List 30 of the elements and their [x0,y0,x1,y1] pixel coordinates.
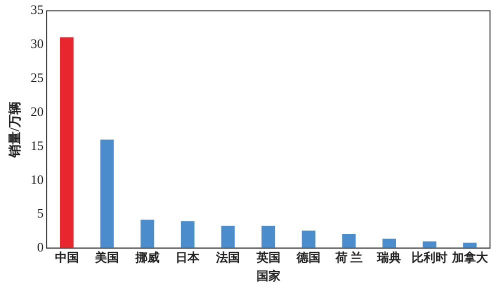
bar [382,238,396,248]
bar [262,226,276,248]
bar [302,230,316,248]
x-tick-label: 美国 [94,250,120,264]
x-tick-label: 加拿大 [450,250,489,264]
bar [342,234,356,248]
y-tick-label: 35 [30,2,44,18]
x-axis-title: 国家 [256,268,280,283]
x-tick-label: 中国 [54,250,79,264]
x-tick-label: 荷 兰 [334,250,362,264]
x-tick-label: 德国 [296,250,321,264]
bar [60,37,74,248]
y-tick-label: 15 [30,138,44,153]
bar [100,140,114,248]
x-tick-label: 比利时 [412,250,448,264]
x-tick-label: 挪威 [134,250,160,264]
bar [221,226,235,248]
y-tick-label: 10 [30,172,44,187]
x-tick-label: 英国 [255,250,280,264]
y-tick-label: 20 [30,104,44,119]
x-tick-label: 日本 [176,250,201,264]
y-tick-label: 0 [37,240,44,255]
y-axis-title: 销量/万辆 [7,102,22,158]
bar [180,221,194,248]
y-tick-label: 25 [30,70,44,86]
y-tick-label: 5 [37,206,44,221]
y-tick-label: 30 [30,36,44,52]
x-tick-label: 法国 [214,250,240,264]
bar [140,220,154,248]
x-tick-label: 瑞典 [376,250,402,264]
